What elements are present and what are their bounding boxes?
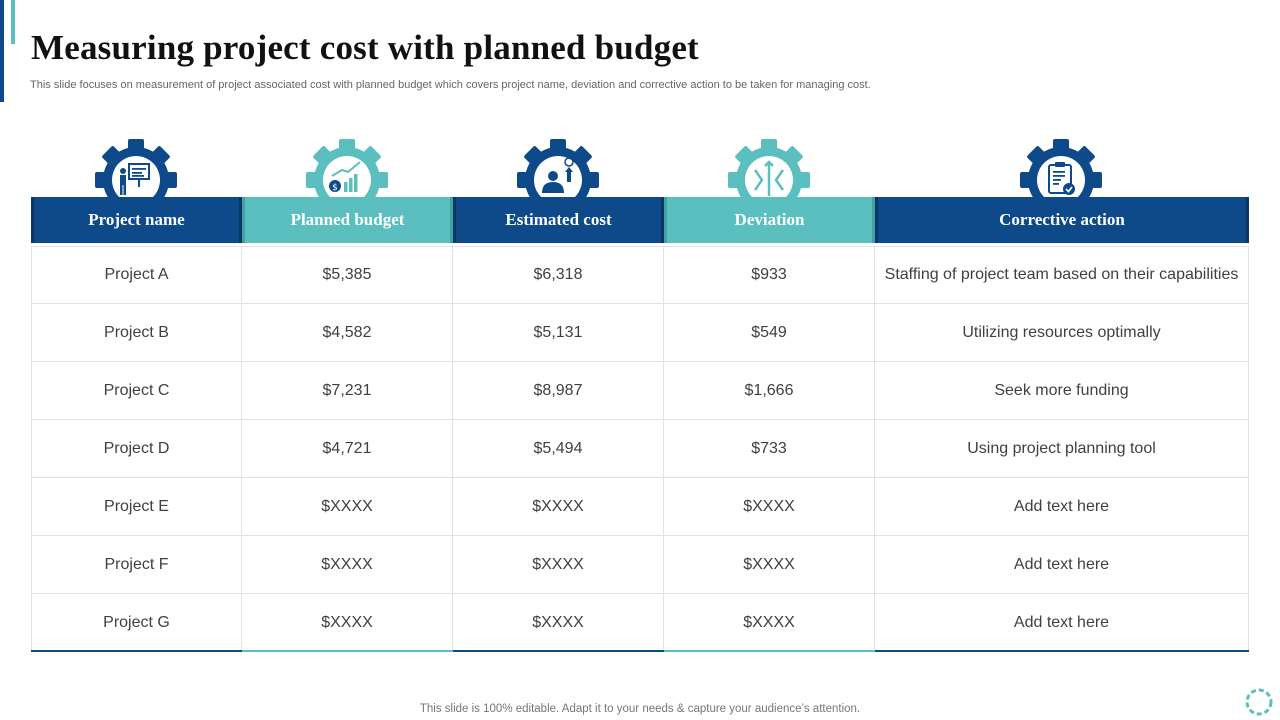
cell-estimated-cost: $8,987	[453, 362, 664, 420]
accent-bar-light	[11, 0, 15, 44]
cell-estimated-cost: $5,131	[453, 304, 664, 362]
table-header: Project name Planned budget Estimated co…	[31, 197, 1249, 243]
cell-planned-budget: $XXXX	[242, 594, 453, 652]
cell-corrective-action: Seek more funding	[875, 362, 1249, 420]
cell-deviation: $733	[664, 420, 875, 478]
table-row: Project F $XXXX $XXXX $XXXX Add text her…	[31, 536, 1249, 594]
clipboard-check-icon	[1014, 138, 1108, 208]
header-corrective-action: Corrective action	[875, 197, 1249, 243]
table-bottom-line	[664, 650, 875, 652]
cell-corrective-action: Using project planning tool	[875, 420, 1249, 478]
cell-planned-budget: $XXXX	[242, 536, 453, 594]
table-bottom-line	[242, 650, 453, 652]
cell-deviation: $XXXX	[664, 594, 875, 652]
footer-note: This slide is 100% editable. Adapt it to…	[419, 703, 861, 715]
table-row: Project C $7,231 $8,987 $1,666 Seek more…	[31, 362, 1249, 420]
svg-text:$: $	[332, 183, 338, 193]
cell-project: Project E	[31, 478, 242, 536]
cell-corrective-action: Utilizing resources optimally	[875, 304, 1249, 362]
cell-project: Project A	[31, 246, 242, 304]
page-title: Measuring project cost with planned budg…	[31, 28, 699, 67]
header-project-name: Project name	[31, 197, 242, 243]
table-bottom-line	[875, 650, 1249, 652]
table-row: Project D $4,721 $5,494 $733 Using proje…	[31, 420, 1249, 478]
cell-deviation: $933	[664, 246, 875, 304]
cell-corrective-action: Staffing of project team based on their …	[875, 246, 1249, 304]
cell-planned-budget: $5,385	[242, 246, 453, 304]
table-row: Project G $XXXX $XXXX $XXXX Add text her…	[31, 594, 1249, 652]
table-bottom-line	[31, 650, 242, 652]
cell-project: Project G	[31, 594, 242, 652]
cell-planned-budget: $4,582	[242, 304, 453, 362]
diverging-arrows-icon	[722, 138, 816, 208]
header-deviation: Deviation	[664, 197, 875, 243]
table-row: Project A $5,385 $6,318 $933 Staffing of…	[31, 246, 1249, 304]
cell-corrective-action: Add text here	[875, 594, 1249, 652]
cell-project: Project D	[31, 420, 242, 478]
table-bottom-line	[453, 650, 664, 652]
cell-deviation: $549	[664, 304, 875, 362]
table-row: Project B $4,582 $5,131 $549 Utilizing r…	[31, 304, 1249, 362]
accent-bar-dark	[0, 0, 4, 102]
cell-project: Project F	[31, 536, 242, 594]
header-estimated-cost: Estimated cost	[453, 197, 664, 243]
cell-estimated-cost: $XXXX	[453, 536, 664, 594]
gear-icon	[1245, 688, 1273, 716]
cell-estimated-cost: $5,494	[453, 420, 664, 478]
cell-project: Project C	[31, 362, 242, 420]
page-subtitle: This slide focuses on measurement of pro…	[30, 79, 871, 91]
dollar-growth-chart-icon: $	[300, 138, 394, 208]
presenter-board-icon	[89, 138, 183, 208]
header-planned-budget: Planned budget	[242, 197, 453, 243]
cell-estimated-cost: $6,318	[453, 246, 664, 304]
table-row: Project E $XXXX $XXXX $XXXX Add text her…	[31, 478, 1249, 536]
cell-deviation: $XXXX	[664, 478, 875, 536]
cell-planned-budget: $4,721	[242, 420, 453, 478]
cell-deviation: $1,666	[664, 362, 875, 420]
cell-deviation: $XXXX	[664, 536, 875, 594]
cell-corrective-action: Add text here	[875, 536, 1249, 594]
cell-corrective-action: Add text here	[875, 478, 1249, 536]
cell-planned-budget: $7,231	[242, 362, 453, 420]
cell-estimated-cost: $XXXX	[453, 478, 664, 536]
cell-project: Project B	[31, 304, 242, 362]
cell-planned-budget: $XXXX	[242, 478, 453, 536]
person-money-bag-icon	[511, 138, 605, 208]
cell-estimated-cost: $XXXX	[453, 594, 664, 652]
